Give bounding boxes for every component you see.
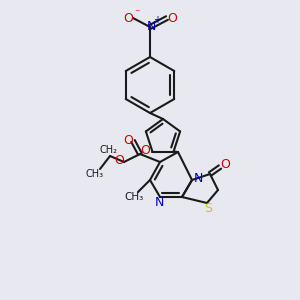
Text: CH₃: CH₃ [124, 192, 144, 202]
Text: O: O [123, 134, 133, 146]
Text: O: O [123, 11, 133, 25]
Text: +: + [153, 15, 161, 25]
Text: CH₂: CH₂ [100, 145, 118, 155]
Text: N: N [154, 196, 164, 209]
Text: O: O [114, 154, 124, 167]
Text: ⁻: ⁻ [134, 8, 140, 18]
Text: S: S [204, 202, 212, 215]
Text: O: O [167, 11, 177, 25]
Text: N: N [193, 172, 203, 185]
Text: N: N [146, 20, 156, 32]
Text: O: O [140, 144, 150, 157]
Text: O: O [220, 158, 230, 172]
Text: CH₃: CH₃ [86, 169, 104, 179]
